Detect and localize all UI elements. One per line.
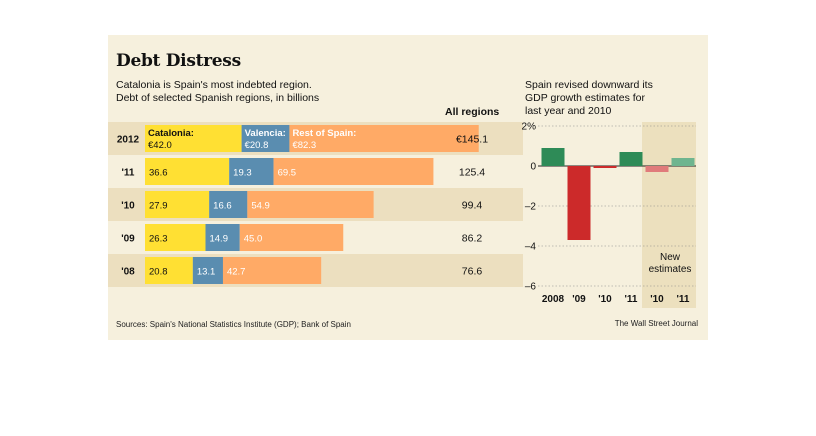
estimates-shade (642, 122, 696, 308)
data-label: 54.9 (251, 201, 270, 212)
total-label: 125.4 (459, 167, 485, 179)
year-label: '11 (122, 168, 135, 179)
y-tick-label: 2% (522, 122, 537, 133)
data-label: 20.8 (149, 267, 168, 278)
debt-bar-segment (209, 191, 248, 218)
series-name-label: Valencia: (245, 128, 286, 139)
data-label: 19.3 (233, 168, 252, 179)
y-tick-label: 0 (530, 162, 536, 173)
data-label: €20.8 (245, 140, 269, 151)
gdp-bar (541, 148, 565, 166)
debt-bar-segment (247, 191, 374, 218)
debt-chart: 2012 Catalonia:€42.0 Valencia:€20.8 Rest of… (108, 122, 523, 287)
debt-bar-segment (145, 191, 210, 218)
gdp-bar (567, 166, 591, 240)
total-label: €145.1 (456, 134, 488, 146)
series-name-label: Rest of Spain: (292, 128, 356, 139)
x-tick-label: '10 (650, 294, 664, 305)
debt-bar-segment (222, 257, 322, 284)
gdp-bar (671, 158, 695, 166)
x-tick-label: '11 (677, 294, 690, 305)
data-label: 16.6 (213, 201, 232, 212)
credit-line: The Wall Street Journal (614, 319, 698, 328)
debt-bar-segment (289, 125, 479, 152)
debt-bar-segment (145, 158, 230, 185)
total-label: 86.2 (462, 233, 483, 245)
debt-bar-segment (192, 257, 223, 284)
y-tick-label: –6 (525, 282, 537, 293)
total-label: 99.4 (462, 200, 483, 212)
subtitle-line-1: Catalonia is Spain's most indebted regio… (116, 79, 312, 91)
data-label: 13.1 (197, 267, 216, 278)
x-tick-label: '10 (598, 294, 612, 305)
chart-subtitle: Catalonia is Spain's most indebted regio… (116, 79, 319, 105)
year-label: '09 (121, 234, 135, 245)
subtitle-line-2: Debt of selected Spanish regions, in bil… (116, 92, 320, 104)
debt-bar-segment (229, 158, 274, 185)
data-label: 45.0 (244, 234, 263, 245)
x-tick-label: '11 (625, 294, 638, 305)
sources-note: Sources: Spain's National Statistics Ins… (116, 320, 351, 329)
gdp-title-line-3: last year and 2010 (525, 105, 612, 117)
chart-title: Debt Distress (116, 51, 241, 71)
data-label: 14.9 (209, 234, 228, 245)
data-label: 26.3 (149, 234, 168, 245)
debt-bar-segment (145, 125, 242, 152)
x-tick-label: '09 (572, 294, 586, 305)
total-label: 76.6 (462, 266, 483, 278)
estimate-label-line-2: estimates (649, 264, 692, 275)
data-label: €82.3 (292, 140, 316, 151)
gdp-title-line-2: GDP growth estimates for (525, 92, 646, 104)
debt-bar-segment (239, 224, 344, 251)
data-label: 42.7 (227, 267, 246, 278)
gdp-bar (619, 152, 643, 166)
y-tick-label: –4 (525, 242, 537, 253)
x-tick-label: 2008 (542, 294, 565, 305)
gdp-title-line-1: Spain revised downward its (525, 79, 653, 91)
estimate-label-line-1: New (660, 252, 681, 263)
gdp-bar (645, 166, 669, 172)
debt-bar-segment (273, 158, 434, 185)
debt-bar-segment (241, 125, 290, 152)
year-label: 2012 (117, 135, 140, 146)
year-label: '10 (121, 201, 135, 212)
debt-bar-segment (205, 224, 240, 251)
data-label: 69.5 (278, 168, 297, 179)
gdp-chart-title: Spain revised downward its GDP growth es… (525, 79, 705, 118)
chart-panel: Debt Distress Catalonia is Spain's most … (108, 35, 708, 340)
year-label: '08 (121, 267, 135, 278)
debt-bar-segment (145, 224, 206, 251)
series-name-label: Catalonia: (148, 128, 194, 139)
data-label: 36.6 (149, 168, 168, 179)
data-label: €42.0 (148, 140, 172, 151)
debt-bar-segment (145, 257, 193, 284)
y-tick-label: –2 (525, 202, 537, 213)
gdp-bar (593, 166, 617, 168)
data-label: 27.9 (149, 201, 168, 212)
all-regions-header: All regions (445, 106, 500, 118)
